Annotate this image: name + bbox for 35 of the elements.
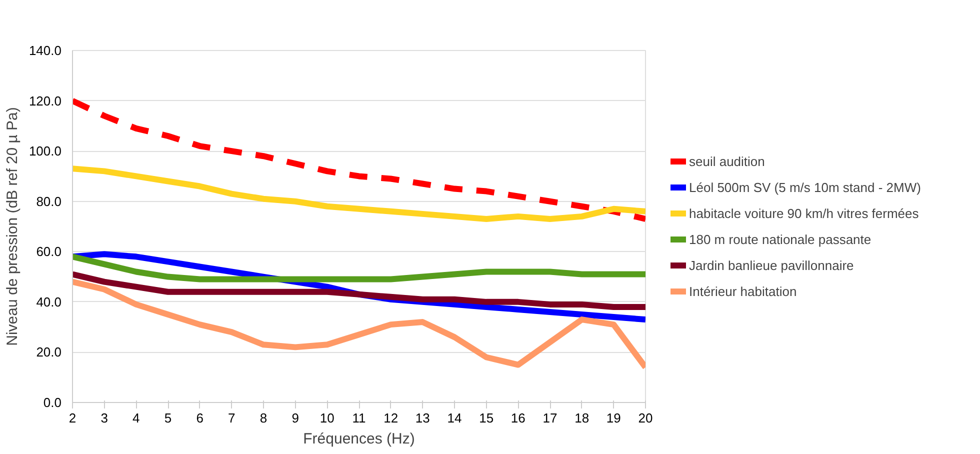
x-tick-label: 9 bbox=[292, 410, 299, 426]
x-axis-title: Fréquences (Hz) bbox=[303, 430, 415, 448]
x-tick-label: 4 bbox=[132, 410, 140, 426]
legend-label: Jardin banlieue pavillonnaire bbox=[689, 258, 854, 272]
legend-label: habitacle voiture 90 km/h vitres fermées bbox=[689, 206, 919, 220]
x-tick-label: 10 bbox=[320, 410, 334, 426]
x-tick-label: 8 bbox=[260, 410, 268, 426]
y-tick-label: 140.0 bbox=[28, 43, 62, 58]
x-tick-label: 7 bbox=[228, 410, 236, 426]
y-tick-label: 120.0 bbox=[28, 93, 62, 108]
legend-label: Léol 500m SV (5 m/s 10m stand - 2MW) bbox=[689, 180, 921, 194]
x-tick-label: 11 bbox=[352, 410, 366, 426]
y-tick-label: 80.0 bbox=[36, 194, 62, 209]
x-tick-label: 5 bbox=[164, 410, 172, 426]
x-tick-label: 20 bbox=[638, 410, 653, 426]
legend-label: 180 m route nationale passante bbox=[689, 232, 872, 246]
y-tick-label: 100.0 bbox=[28, 144, 62, 159]
x-tick-label: 13 bbox=[415, 410, 430, 426]
y-tick-label: 0.0 bbox=[43, 395, 62, 410]
x-tick-label: 6 bbox=[196, 410, 204, 426]
x-tick-label: 18 bbox=[574, 410, 590, 426]
x-tick-label: 3 bbox=[100, 410, 108, 426]
x-tick-label: 17 bbox=[542, 410, 558, 426]
y-tick-label: 20.0 bbox=[36, 344, 62, 360]
legend-label: seuil audition bbox=[689, 154, 765, 168]
y-tick-label: 40.0 bbox=[36, 294, 62, 310]
x-tick-label: 12 bbox=[384, 410, 398, 426]
y-tick-label: 60.0 bbox=[36, 244, 62, 260]
y-axis-title: Niveau de pression (dB ref 20 µ Pa) bbox=[4, 107, 21, 346]
x-tick-label: 2 bbox=[68, 410, 76, 426]
x-tick-label: 19 bbox=[606, 410, 621, 426]
x-tick-label: 16 bbox=[510, 410, 526, 426]
x-tick-label: 14 bbox=[447, 410, 462, 426]
legend-label: Intérieur habitation bbox=[689, 284, 797, 298]
x-tick-label: 15 bbox=[479, 410, 494, 426]
